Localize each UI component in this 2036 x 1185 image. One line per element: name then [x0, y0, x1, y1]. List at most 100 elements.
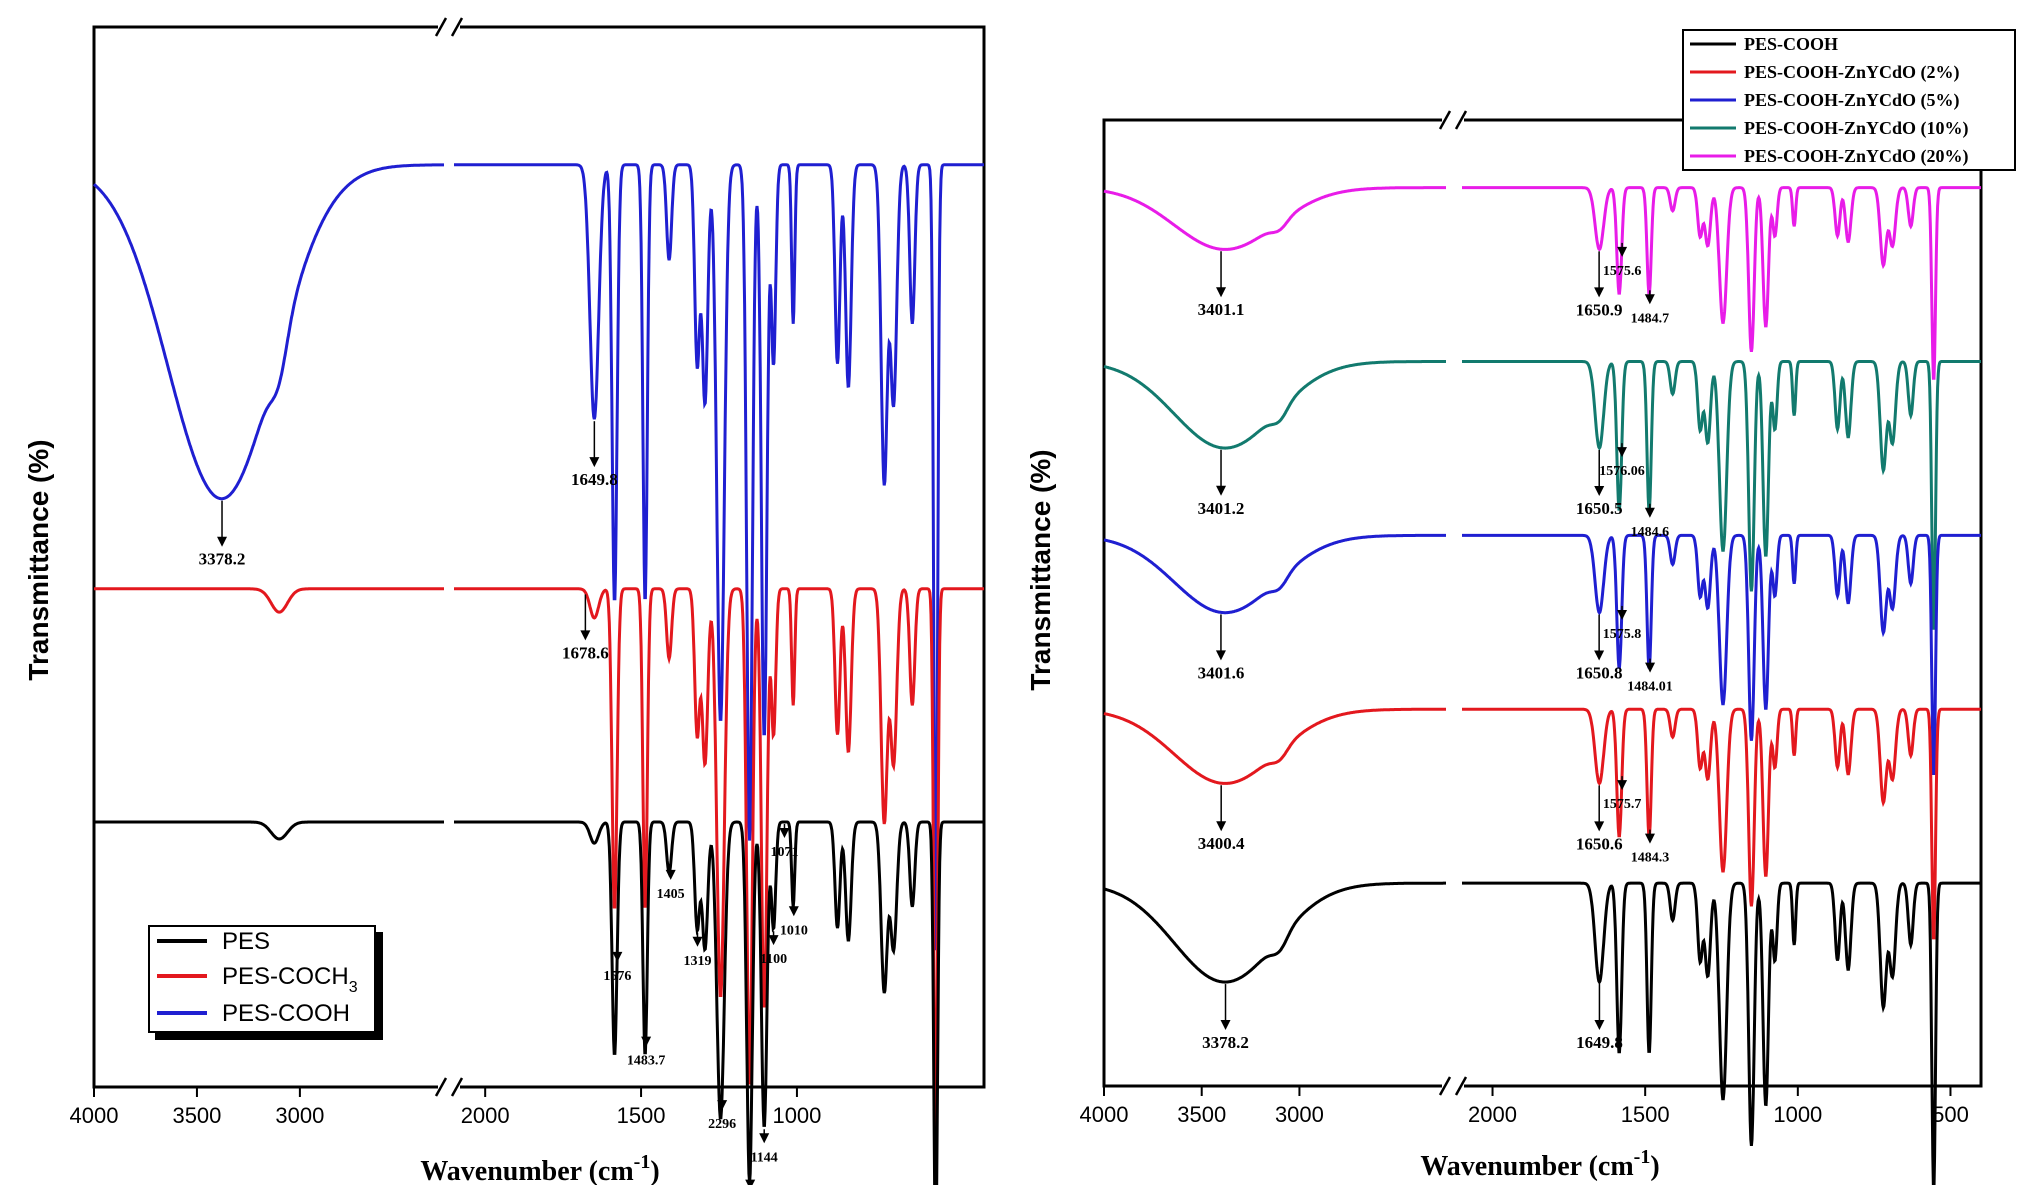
right-series-line-1-1 — [1462, 360, 1981, 630]
right-annotation-label: 1650.8 — [1576, 664, 1623, 683]
right-annotation-arrowhead — [1220, 1020, 1231, 1031]
right-series-line-2-1 — [1462, 533, 1981, 775]
left-annotation-arrowhead — [665, 869, 676, 880]
right-annotation-arrowhead — [1644, 294, 1655, 305]
left-annotation-arrowhead — [779, 828, 790, 839]
left-annotation-label: 1010 — [780, 923, 808, 938]
left-y-axis-title: Transmittance (%) — [23, 439, 54, 680]
left-x-tick-label: 3000 — [275, 1103, 324, 1128]
left-axis-break-marks — [434, 17, 464, 1097]
right-annotation-arrowhead — [1594, 1020, 1605, 1031]
right-annotation-arrowhead — [1617, 246, 1628, 257]
left-annotation-label: 1678.6 — [562, 643, 609, 662]
right-legend: PES-COOH PES-COOH-ZnYCdO (2%) PES-COOH-ZnY… — [1682, 29, 2016, 171]
left-annotation-arrowhead — [580, 630, 591, 641]
left-annotation-label: 1649.8 — [571, 470, 618, 489]
left-x-tick-label: 1000 — [772, 1103, 821, 1128]
right-series-line-1-0 — [1103, 360, 1446, 450]
left-annotation-label: 1100 — [760, 952, 787, 967]
right-x-ticks: 4000 3500 3000 2000 1500 1000 500 — [1080, 1086, 1969, 1127]
left-chart-panel: 4000 3500 3000 2000 1500 1000 3378.2 1649.8 167… — [23, 17, 986, 1185]
right-annotation-arrowhead — [1594, 287, 1605, 298]
left-plot-frame — [92, 25, 986, 1089]
right-annotation-arrowhead — [1644, 833, 1655, 844]
left-annotation-label: 1483.7 — [627, 1054, 666, 1069]
left-annotations: 3378.2 1649.8 1678.6 1576 1483.7 1405 1319 2296… — [199, 421, 808, 1185]
right-legend-label: PES-COOH-ZnYCdO (5%) — [1744, 90, 1960, 111]
left-x-axis-title: Wavenumber (cm-1) — [420, 1151, 659, 1185]
left-annotation-arrowhead — [717, 1100, 728, 1111]
right-annotations: 3401.1 1650.9 1575.6 1484.7 3401.2 1650.5 1576… — [1198, 242, 1673, 1052]
right-annotation-label: 3401.1 — [1198, 300, 1245, 319]
right-annotation-label: 1484.7 — [1631, 311, 1670, 326]
right-x-tick-label: 3000 — [1275, 1102, 1324, 1127]
right-annotation-arrowhead — [1616, 447, 1627, 458]
right-annotation-label: 1649.8 — [1576, 1033, 1623, 1052]
right-annotation-label: 1650.5 — [1576, 499, 1623, 518]
right-annotation-label: 1650.6 — [1576, 834, 1623, 853]
left-annotation-arrowhead — [612, 951, 623, 962]
right-series-line-0-0 — [1103, 186, 1446, 251]
left-series-line-2-1 — [454, 820, 984, 1185]
right-annotation-arrowhead — [1617, 609, 1628, 620]
right-chart-panel: 4000 3500 3000 2000 1500 1000 500 3401.1 1650.9… — [1025, 29, 2016, 1185]
left-annotation-label: 1144 — [751, 1150, 778, 1165]
left-series-line-1-0 — [94, 587, 444, 614]
left-annotation-arrowhead — [217, 536, 228, 547]
right-annotation-arrowhead — [1216, 821, 1227, 832]
right-annotation-label: 1650.9 — [1576, 300, 1623, 319]
right-annotation-arrowhead — [1594, 650, 1605, 661]
right-legend-label: PES-COOH-ZnYCdO (10%) — [1744, 118, 1969, 139]
right-legend-box — [1682, 29, 2016, 171]
right-plot-frame — [1102, 118, 1983, 1088]
right-x-tick-label: 1500 — [1621, 1102, 1670, 1127]
right-annotation-label: 3400.4 — [1198, 834, 1245, 853]
left-annotation-arrowhead — [745, 1179, 756, 1185]
right-annotation-arrowhead — [1617, 780, 1628, 791]
left-annotation-arrowhead — [692, 936, 703, 947]
right-series-line-3-0 — [1103, 707, 1446, 785]
right-series-group — [1103, 186, 1981, 1185]
left-annotation-arrowhead — [641, 1036, 652, 1047]
left-annotation-label: 3378.2 — [199, 550, 246, 569]
left-legend-label-pes: PES — [222, 928, 270, 955]
right-axis-break-marks — [1438, 110, 1468, 1096]
right-annotation-label: 1484.3 — [1631, 851, 1670, 866]
left-annotation-arrowhead — [788, 906, 799, 917]
left-x-tick-label: 4000 — [70, 1103, 119, 1128]
left-annotation-label: 1405 — [657, 887, 685, 902]
left-legend: PES PES-COCH3 PES-COOH — [148, 925, 383, 1040]
left-annotation-label: 1071 — [770, 845, 798, 860]
right-annotation-arrowhead — [1215, 650, 1226, 661]
right-x-tick-label: 3500 — [1177, 1102, 1226, 1127]
right-annotation-label: 3401.2 — [1198, 499, 1245, 518]
right-annotation-label: 1575.7 — [1603, 797, 1642, 812]
right-y-axis-title: Transmittance (%) — [1025, 449, 1056, 690]
left-series-line-0-0 — [92, 163, 444, 501]
right-annotation-arrowhead — [1594, 485, 1605, 496]
right-annotation-arrowhead — [1216, 485, 1227, 496]
right-annotation-label: 3401.6 — [1198, 663, 1245, 682]
left-x-tick-label: 2000 — [461, 1103, 510, 1128]
right-annotation-label: 1575.6 — [1603, 264, 1642, 279]
left-annotation-arrowhead — [768, 935, 779, 946]
left-x-tick-label: 3500 — [172, 1103, 221, 1128]
left-x-tick-label: 1500 — [617, 1103, 666, 1128]
left-annotation-label: 1576 — [603, 969, 631, 984]
left-series-line-1-1 — [454, 587, 984, 1166]
right-x-tick-label: 4000 — [1080, 1102, 1129, 1127]
right-annotation-label: 1484.6 — [1631, 525, 1670, 540]
right-x-tick-label: 2000 — [1468, 1102, 1517, 1127]
right-x-axis-title: Wavenumber (cm-1) — [1420, 1146, 1659, 1182]
right-x-tick-label: 1000 — [1773, 1102, 1822, 1127]
right-legend-label: PES-COOH-ZnYCdO (2%) — [1744, 62, 1960, 83]
right-annotation-label: 1576.06 — [1599, 464, 1645, 479]
left-series-line-2-0 — [94, 820, 444, 841]
left-annotation-label: 1319 — [683, 954, 711, 969]
right-annotation-label: 1575.8 — [1603, 627, 1642, 642]
right-series-line-3-1 — [1462, 707, 1981, 940]
right-annotation-label: 3378.2 — [1202, 1033, 1249, 1052]
left-x-ticks: 4000 3500 3000 2000 1500 1000 — [70, 1087, 821, 1128]
right-legend-label: PES-COOH — [1744, 34, 1838, 54]
